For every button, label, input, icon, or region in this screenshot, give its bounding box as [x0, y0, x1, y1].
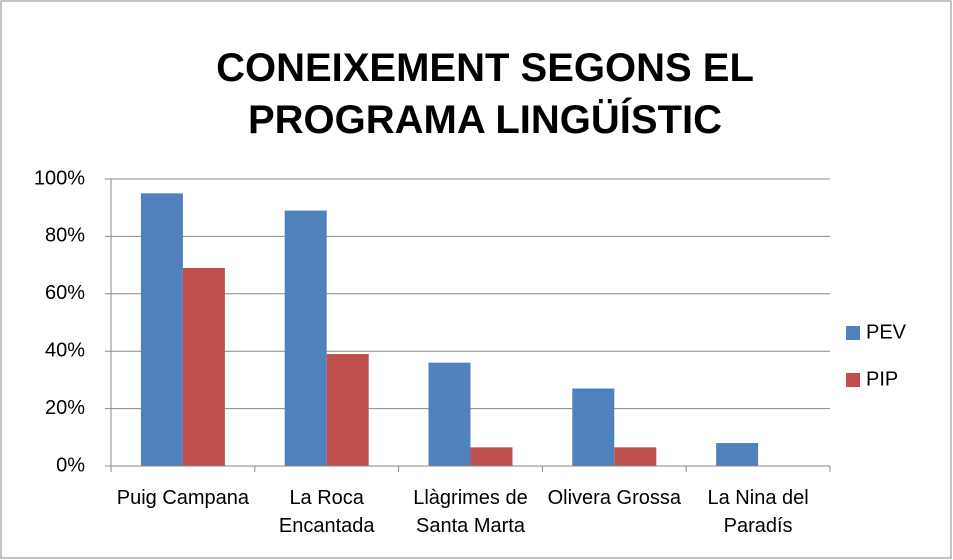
x-tick-label: Olivera Grossa	[547, 487, 681, 509]
x-tick-label: La Roca Encantada	[278, 487, 375, 537]
bar	[284, 210, 327, 466]
x-tick-label: La Nina del Paradís	[707, 487, 809, 537]
x-tick-label: Llàgrimes de Santa Marta	[413, 487, 528, 537]
y-tick-label: 0%	[56, 454, 85, 476]
bar	[572, 388, 615, 466]
y-tick-label: 60%	[45, 282, 85, 304]
bar	[614, 447, 657, 466]
chart-title: CONEIXEMENT SEGONS EL PROGRAMA LINGÜÍSTI…	[216, 46, 754, 142]
y-tick-label: 40%	[45, 339, 85, 361]
y-tick-label: 100%	[34, 167, 85, 189]
bar	[140, 193, 183, 466]
bar	[716, 443, 759, 466]
y-tick-label: 80%	[45, 225, 85, 247]
legend-swatch	[846, 373, 860, 387]
bar	[428, 362, 471, 466]
y-tick-label: 20%	[45, 397, 85, 419]
bar	[470, 447, 513, 466]
bar	[326, 354, 369, 466]
legend-label: PIP	[866, 368, 898, 390]
bar	[182, 267, 225, 466]
legend-swatch	[846, 326, 860, 340]
legend-label: PEV	[866, 321, 907, 343]
x-tick-label: Puig Campana	[116, 487, 250, 509]
